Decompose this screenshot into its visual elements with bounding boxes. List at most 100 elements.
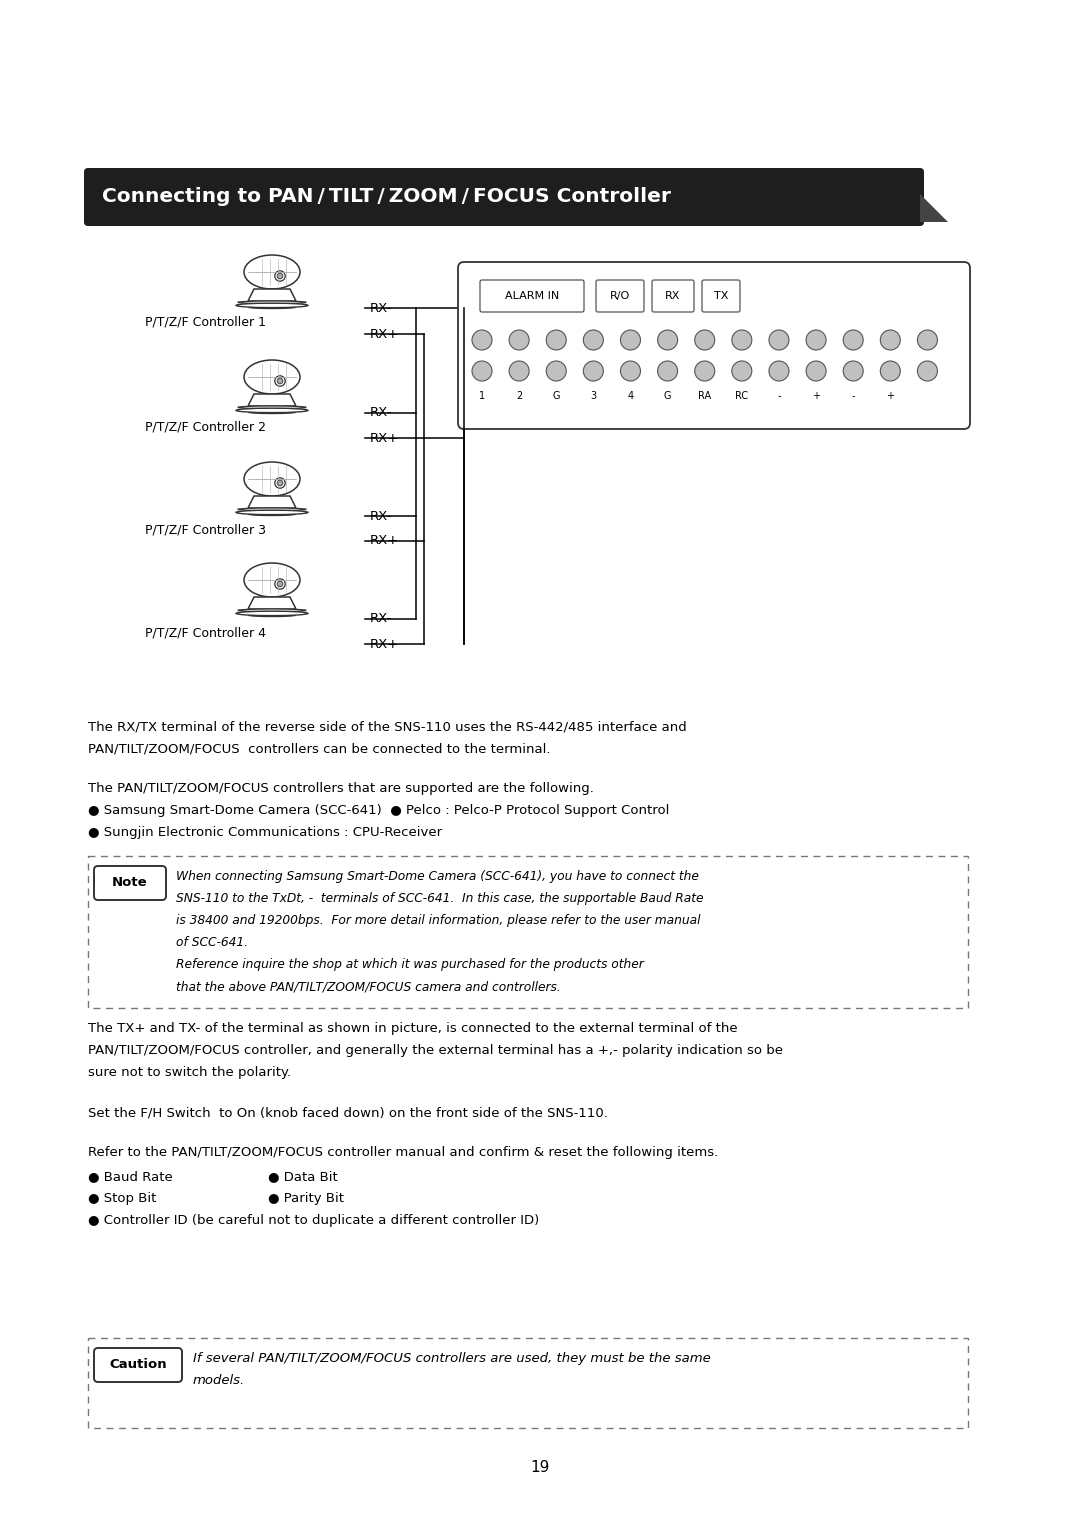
Text: +: +	[887, 391, 894, 400]
Ellipse shape	[244, 361, 300, 394]
Circle shape	[694, 361, 715, 380]
Circle shape	[806, 361, 826, 380]
Ellipse shape	[237, 611, 308, 616]
Circle shape	[583, 361, 604, 380]
Ellipse shape	[238, 610, 307, 611]
Circle shape	[509, 361, 529, 380]
Text: If several PAN/TILT/ZOOM/FOCUS controllers are used, they must be the same: If several PAN/TILT/ZOOM/FOCUS controlle…	[193, 1352, 711, 1365]
Circle shape	[732, 330, 752, 350]
Text: -: -	[778, 391, 781, 400]
Circle shape	[278, 581, 283, 587]
Text: +: +	[812, 391, 820, 400]
Text: RX-: RX-	[370, 613, 392, 625]
Polygon shape	[248, 597, 296, 610]
Text: SNS-110 to the TxDt, -  terminals of SCC-641.  In this case, the supportable Bau: SNS-110 to the TxDt, - terminals of SCC-…	[176, 892, 703, 905]
Circle shape	[880, 330, 901, 350]
Circle shape	[806, 330, 826, 350]
Text: RX-: RX-	[370, 301, 392, 315]
Ellipse shape	[243, 304, 301, 306]
Text: P/T/Z/F Controller 3: P/T/Z/F Controller 3	[145, 524, 266, 536]
FancyBboxPatch shape	[94, 866, 166, 900]
FancyBboxPatch shape	[652, 280, 694, 312]
Text: P/T/Z/F Controller 2: P/T/Z/F Controller 2	[145, 420, 266, 434]
Circle shape	[472, 361, 492, 380]
Text: PAN/TILT/ZOOM/FOCUS  controllers can be connected to the terminal.: PAN/TILT/ZOOM/FOCUS controllers can be c…	[87, 743, 551, 755]
Ellipse shape	[238, 507, 307, 510]
FancyBboxPatch shape	[458, 261, 970, 429]
Circle shape	[658, 361, 677, 380]
Text: sure not to switch the polarity.: sure not to switch the polarity.	[87, 1067, 292, 1079]
FancyBboxPatch shape	[84, 168, 924, 226]
Ellipse shape	[237, 510, 308, 515]
Ellipse shape	[244, 255, 300, 289]
Text: Note: Note	[112, 877, 148, 889]
Circle shape	[278, 274, 283, 278]
Ellipse shape	[248, 411, 296, 414]
Text: RX: RX	[665, 290, 680, 301]
Text: RX+: RX+	[370, 327, 400, 341]
Text: ● Samsung Smart-Dome Camera (SCC-641)  ● Pelco : Pelco-P Protocol Support Contro: ● Samsung Smart-Dome Camera (SCC-641) ● …	[87, 804, 670, 817]
Text: ● Parity Bit: ● Parity Bit	[268, 1192, 345, 1206]
Circle shape	[732, 361, 752, 380]
Ellipse shape	[237, 408, 308, 413]
Ellipse shape	[243, 408, 301, 411]
Text: -: -	[851, 391, 855, 400]
Circle shape	[694, 330, 715, 350]
Text: ● Baud Rate: ● Baud Rate	[87, 1170, 173, 1183]
Text: Caution: Caution	[109, 1358, 166, 1372]
Circle shape	[769, 361, 789, 380]
Circle shape	[658, 330, 677, 350]
Text: 19: 19	[530, 1461, 550, 1476]
Text: The RX/TX terminal of the reverse side of the SNS-110 uses the RS-442/485 interf: The RX/TX terminal of the reverse side o…	[87, 720, 687, 733]
Circle shape	[621, 361, 640, 380]
Circle shape	[583, 330, 604, 350]
Text: Connecting to PAN / TILT / ZOOM / FOCUS Controller: Connecting to PAN / TILT / ZOOM / FOCUS …	[102, 188, 671, 206]
Text: RX+: RX+	[370, 431, 400, 445]
Ellipse shape	[248, 614, 296, 617]
Text: The PAN/TILT/ZOOM/FOCUS controllers that are supported are the following.: The PAN/TILT/ZOOM/FOCUS controllers that…	[87, 782, 594, 795]
Text: ● Sungjin Electronic Communications : CPU-Receiver: ● Sungjin Electronic Communications : CP…	[87, 827, 442, 839]
Text: G: G	[664, 391, 672, 400]
Circle shape	[472, 330, 492, 350]
Polygon shape	[920, 194, 948, 222]
Circle shape	[274, 270, 285, 281]
Circle shape	[917, 330, 937, 350]
Circle shape	[880, 361, 901, 380]
FancyBboxPatch shape	[87, 1339, 968, 1429]
Text: that the above PAN/TILT/ZOOM/FOCUS camera and controllers.: that the above PAN/TILT/ZOOM/FOCUS camer…	[176, 979, 561, 993]
Text: RX+: RX+	[370, 535, 400, 547]
Circle shape	[546, 361, 566, 380]
Text: RX+: RX+	[370, 637, 400, 651]
Text: R/O: R/O	[610, 290, 630, 301]
Circle shape	[274, 478, 285, 489]
Text: is 38400 and 19200bps.  For more detail information, please refer to the user ma: is 38400 and 19200bps. For more detail i…	[176, 914, 701, 927]
Text: ● Stop Bit: ● Stop Bit	[87, 1192, 157, 1206]
Text: RX-: RX-	[370, 509, 392, 523]
Text: Refer to the PAN/TILT/ZOOM/FOCUS controller manual and confirm & reset the follo: Refer to the PAN/TILT/ZOOM/FOCUS control…	[87, 1146, 718, 1160]
Ellipse shape	[238, 406, 307, 408]
Text: Set the F/H Switch  to On (knob faced down) on the front side of the SNS-110.: Set the F/H Switch to On (knob faced dow…	[87, 1106, 608, 1118]
Ellipse shape	[248, 513, 296, 515]
Text: 3: 3	[591, 391, 596, 400]
Text: RC: RC	[735, 391, 748, 400]
Text: 2: 2	[516, 391, 523, 400]
Ellipse shape	[243, 611, 301, 614]
Polygon shape	[248, 497, 296, 507]
FancyBboxPatch shape	[94, 1348, 183, 1381]
Text: P/T/Z/F Controller 1: P/T/Z/F Controller 1	[145, 315, 266, 329]
Text: TX: TX	[714, 290, 728, 301]
Text: 4: 4	[627, 391, 634, 400]
Circle shape	[621, 330, 640, 350]
Text: RA: RA	[698, 391, 712, 400]
Text: 1: 1	[478, 391, 485, 400]
Text: P/T/Z/F Controller 4: P/T/Z/F Controller 4	[145, 626, 266, 640]
Polygon shape	[248, 394, 296, 406]
Circle shape	[843, 330, 863, 350]
Circle shape	[274, 579, 285, 590]
Circle shape	[278, 480, 283, 486]
Ellipse shape	[248, 306, 296, 309]
Text: ● Controller ID (be careful not to duplicate a different controller ID): ● Controller ID (be careful not to dupli…	[87, 1215, 539, 1227]
Circle shape	[917, 361, 937, 380]
FancyBboxPatch shape	[87, 856, 968, 1008]
Circle shape	[769, 330, 789, 350]
